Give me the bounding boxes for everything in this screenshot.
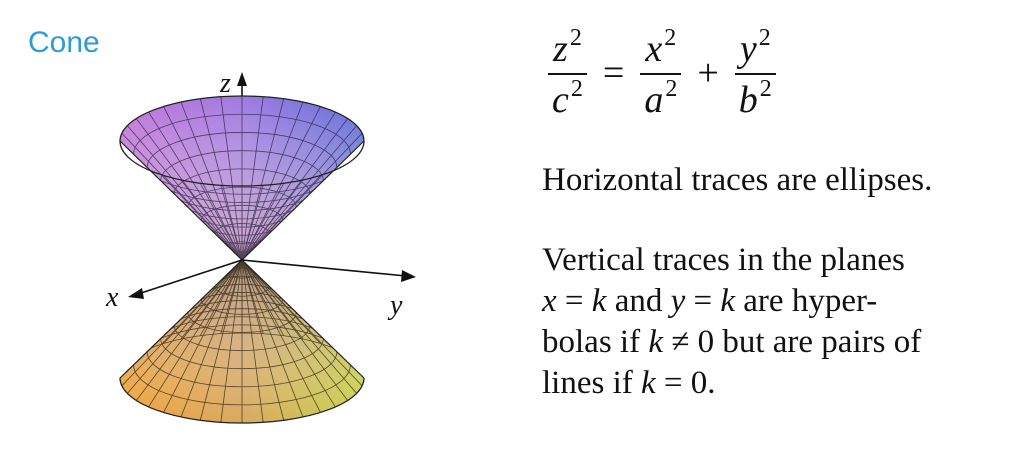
math-variable: x: [542, 283, 557, 319]
y-term-numerator: y: [739, 28, 757, 70]
horizontal-traces-text: Horizontal traces are ellipses.: [542, 160, 932, 201]
text-fragment: and: [606, 283, 671, 319]
y-axis-label: y: [387, 290, 403, 321]
text-fragment: =: [556, 283, 592, 319]
vertical-traces-text: Vertical traces in the planes x = k and y…: [542, 240, 921, 404]
math-variable: k: [640, 365, 656, 401]
lhs-numerator: z: [553, 28, 568, 70]
math-variable: k: [648, 324, 663, 360]
text-fragment: are hyper-: [735, 283, 878, 319]
lhs-denominator: c: [552, 78, 569, 121]
text-fragment: =: [685, 283, 721, 319]
exponent: 2: [665, 75, 678, 102]
exponent: 2: [758, 25, 771, 51]
math-variable: k: [720, 283, 736, 319]
math-variable: y: [670, 283, 686, 319]
y-term-denominator: b: [738, 78, 758, 121]
upper-nappe: [119, 95, 365, 261]
page-title: Cone: [28, 26, 100, 59]
exponent: 2: [570, 75, 583, 102]
vertical-traces-line: Vertical traces in the planes: [542, 240, 921, 281]
vertical-traces-line: bolas if k ≠ 0 but are pairs of: [542, 322, 921, 363]
cone-figure: z x y: [105, 68, 416, 424]
lhs-fraction: z2 c2: [548, 25, 587, 121]
exponent: 2: [664, 25, 677, 51]
vertical-traces-line: x = k and y = k are hyper-: [542, 281, 921, 322]
cone-equation: z2 c2 = x2 a2 + y2 b2: [544, 25, 780, 121]
text-fragment: ≠ 0 but are pairs of: [662, 324, 922, 360]
plus-sign: +: [697, 52, 719, 95]
x-term-numerator: x: [645, 28, 663, 70]
math-variable: k: [591, 283, 607, 319]
exponent: 2: [569, 25, 582, 51]
text-fragment: = 0.: [655, 365, 716, 401]
exponent: 2: [759, 75, 772, 102]
x-term-denominator: a: [644, 78, 664, 121]
text-fragment: Vertical traces in the planes: [542, 242, 905, 278]
y-term-fraction: y2 b2: [734, 25, 776, 121]
lower-nappe: [119, 259, 365, 424]
z-axis-label: z: [219, 68, 231, 99]
vertical-traces-line: lines if k = 0.: [542, 363, 921, 404]
x-axis-label: x: [105, 282, 119, 313]
horizontal-traces-line: Horizontal traces are ellipses.: [542, 162, 933, 198]
text-fragment: bolas if: [542, 324, 649, 360]
x-term-fraction: x2 a2: [640, 25, 682, 121]
x-axis: x: [105, 259, 243, 313]
equals-sign: =: [602, 52, 625, 95]
text-fragment: lines if: [542, 365, 641, 401]
y-axis: y: [241, 259, 416, 321]
